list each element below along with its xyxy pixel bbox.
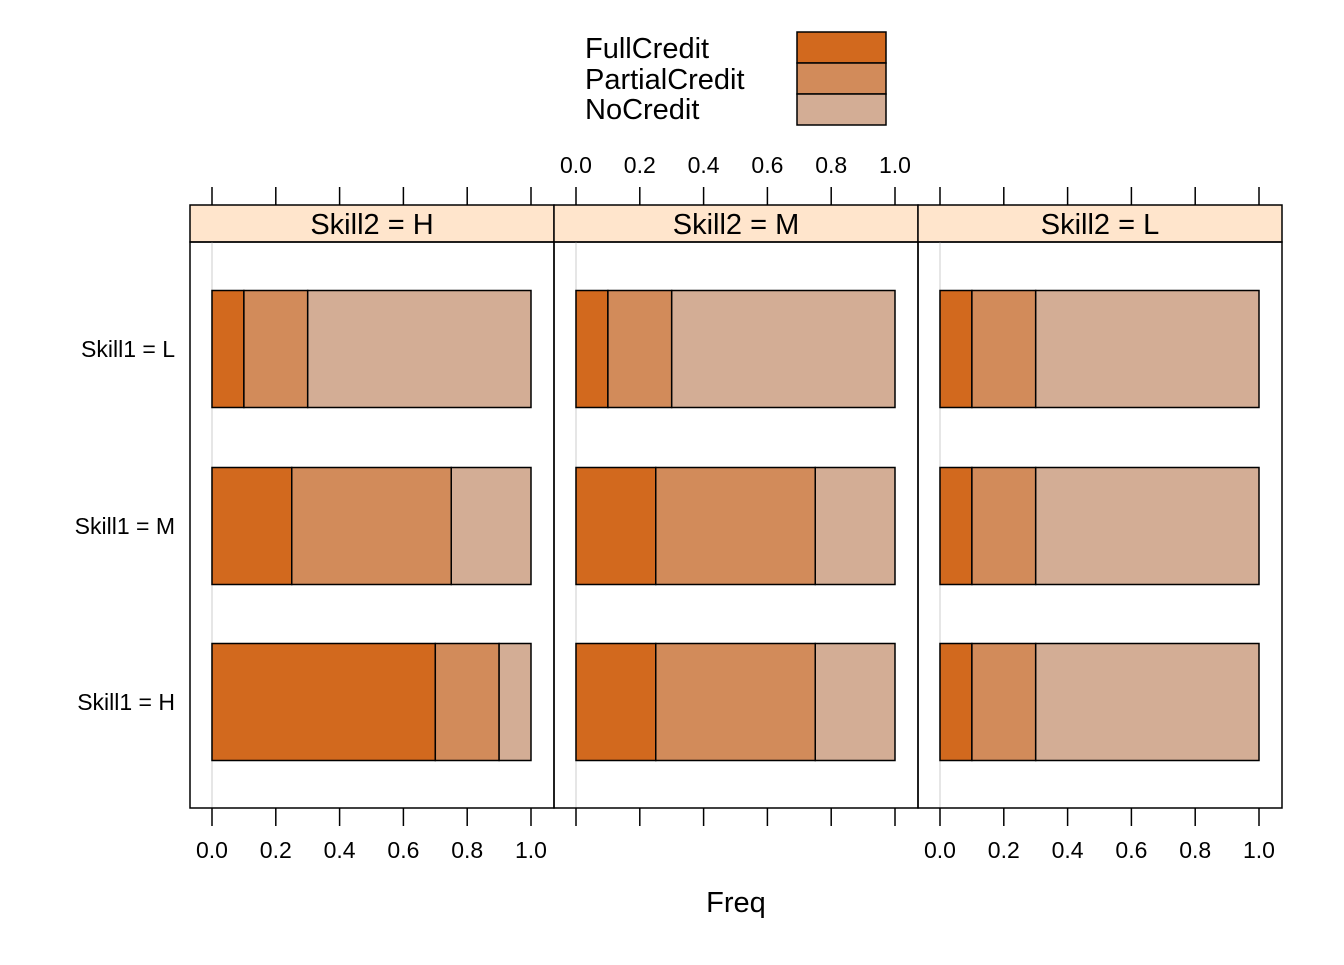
panel-skill2-l: Skill2 = L xyxy=(917,204,1283,809)
bottom-tick-label: 0.2 xyxy=(260,837,292,863)
strip-skill2-h xyxy=(189,204,555,243)
bar-skill2-h-skill1-l-fullcredit xyxy=(211,289,245,409)
top-tick-label: 0.2 xyxy=(624,152,656,178)
bar-skill2-l-skill1-l-fullcredit xyxy=(939,289,973,409)
top-tick-label: 1.0 xyxy=(879,152,911,178)
bar-skill2-m-skill1-h-fullcredit xyxy=(575,642,657,762)
panel-skill2-h: Skill2 = H xyxy=(189,204,555,809)
row-label-skill1-h: Skill1 = H xyxy=(77,689,175,715)
legend-label-nocredit: NoCredit xyxy=(585,94,699,126)
bar-skill2-h-skill1-m-nocredit xyxy=(450,466,532,586)
bottom-tick-label: 0.0 xyxy=(196,837,228,863)
bar-skill2-m-skill1-m-partialcredit xyxy=(655,466,816,586)
bottom-tick-label: 0.4 xyxy=(324,837,356,863)
strip-label-skill2-h: Skill2 = H xyxy=(310,209,433,241)
bar-skill2-l-skill1-l-partialcredit xyxy=(971,289,1037,409)
bar-skill2-m-skill1-m-nocredit xyxy=(814,466,896,586)
strip-label-skill2-l: Skill2 = L xyxy=(1041,209,1159,241)
top-tick-label: 0.0 xyxy=(560,152,592,178)
bar-skill2-h-skill1-l-partialcredit xyxy=(243,289,309,409)
bar-skill2-m-skill1-l-fullcredit xyxy=(575,289,609,409)
top-tick-label: 0.6 xyxy=(751,152,783,178)
bottom-tick-label: 0.6 xyxy=(1115,837,1147,863)
legend-label-partialcredit: PartialCredit xyxy=(585,64,745,96)
x-axis-title: Freq xyxy=(706,887,766,919)
row-label-skill1-l: Skill1 = L xyxy=(81,336,175,362)
bar-skill2-l-skill1-l-nocredit xyxy=(1034,289,1260,409)
bar-skill2-h-skill1-l-nocredit xyxy=(306,289,532,409)
legend-label-fullcredit: FullCredit xyxy=(585,33,709,65)
bar-skill2-m-skill1-l-partialcredit xyxy=(607,289,673,409)
bar-skill2-l-skill1-h-nocredit xyxy=(1034,642,1260,762)
bar-skill2-l-skill1-h-partialcredit xyxy=(971,642,1037,762)
bar-skill2-h-skill1-h-nocredit xyxy=(498,642,532,762)
bar-skill2-h-skill1-h-partialcredit xyxy=(434,642,500,762)
legend-swatch-fullcredit xyxy=(796,31,887,64)
bottom-tick-label: 0.8 xyxy=(1179,837,1211,863)
row-label-skill1-m: Skill1 = M xyxy=(75,513,175,539)
bar-skill2-h-skill1-m-partialcredit xyxy=(291,466,452,586)
bar-skill2-h-skill1-h-fullcredit xyxy=(211,642,437,762)
panel-frame-skill2-l xyxy=(917,241,1283,809)
panel-skill2-m: Skill2 = M xyxy=(553,204,919,809)
axes: Skill1 = L Skill1 = M Skill1 = H 0.0 0.0 0.0 0… xyxy=(75,152,1275,863)
bar-skill2-m-skill1-m-fullcredit xyxy=(575,466,657,586)
bottom-tick-label: 1.0 xyxy=(515,837,547,863)
bar-skill2-m-skill1-h-partialcredit xyxy=(655,642,816,762)
legend-swatch-partialcredit xyxy=(796,62,887,95)
bar-skill2-m-skill1-h-nocredit xyxy=(814,642,896,762)
bottom-tick-label: 0.2 xyxy=(988,837,1020,863)
strip-label-skill2-m: Skill2 = M xyxy=(673,209,800,241)
bottom-tick-label: 0.6 xyxy=(387,837,419,863)
bottom-tick-label: 1.0 xyxy=(1243,837,1275,863)
bar-skill2-l-skill1-m-partialcredit xyxy=(971,466,1037,586)
bar-skill2-l-skill1-h-fullcredit xyxy=(939,642,973,762)
bar-skill2-l-skill1-m-fullcredit xyxy=(939,466,973,586)
bar-skill2-l-skill1-m-nocredit xyxy=(1034,466,1260,586)
top-tick-label: 0.4 xyxy=(688,152,720,178)
top-tick-label: 0.8 xyxy=(815,152,847,178)
bottom-tick-label: 0.4 xyxy=(1052,837,1084,863)
bottom-tick-label: 0.8 xyxy=(451,837,483,863)
legend-swatch-nocredit xyxy=(796,93,887,126)
panels: Skill2 = H Skill2 = M Skill2 = L xyxy=(189,204,1283,809)
bar-skill2-h-skill1-m-fullcredit xyxy=(211,466,293,586)
bottom-tick-label: 0.0 xyxy=(924,837,956,863)
bar-skill2-m-skill1-l-nocredit xyxy=(670,289,896,409)
